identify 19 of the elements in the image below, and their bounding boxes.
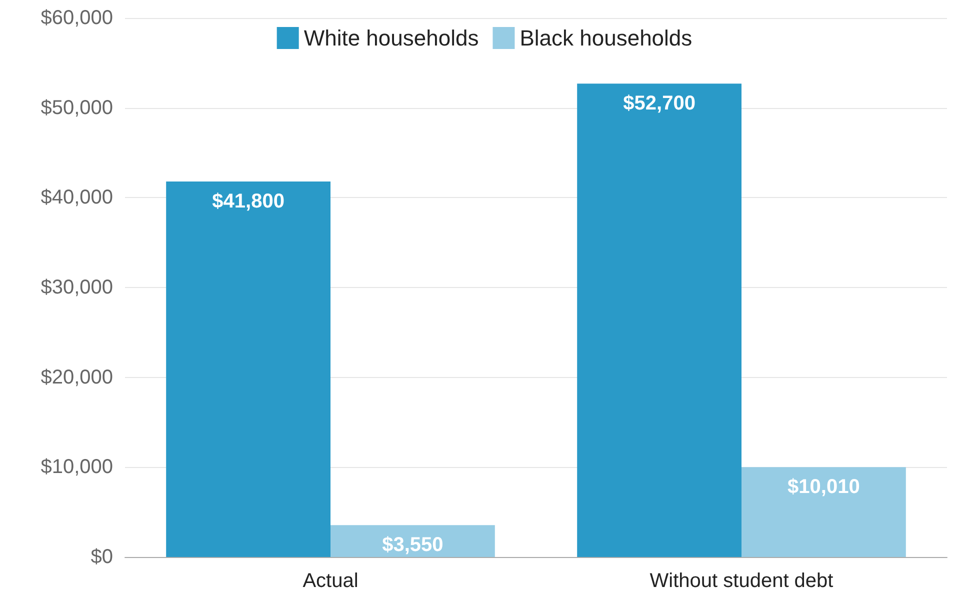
bar [577, 84, 742, 557]
data-label: $41,800 [212, 190, 284, 212]
bar [742, 467, 906, 557]
y-tick-label: $30,000 [40, 276, 113, 298]
x-tick-label: Without student debt [650, 570, 834, 592]
data-label: $52,700 [623, 92, 696, 115]
legend-label: White households [304, 26, 479, 50]
x-tick-label: Actual [302, 570, 358, 592]
bar [330, 525, 495, 557]
y-tick-label: $60,000 [40, 7, 113, 29]
y-tick-label: $40,000 [40, 186, 113, 209]
bar [166, 181, 330, 557]
y-tick-label: $50,000 [40, 96, 113, 119]
y-tick-label: $0 [90, 546, 113, 568]
data-label: $10,010 [788, 476, 860, 498]
data-label: $3,550 [382, 534, 444, 556]
legend-label: Black households [520, 26, 692, 50]
y-tick-label: $20,000 [40, 366, 113, 388]
y-tick-label: $10,000 [40, 456, 113, 478]
